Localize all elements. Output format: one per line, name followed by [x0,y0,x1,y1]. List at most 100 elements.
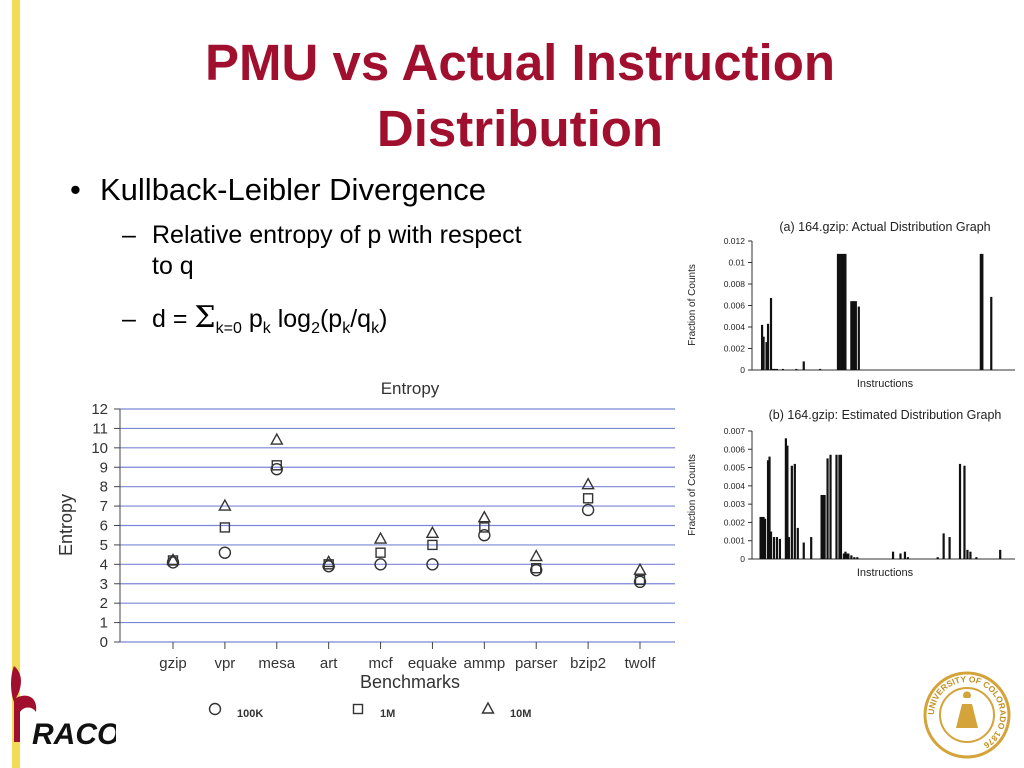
entropy-point-10M [529,549,543,562]
dist-a-bar [760,324,764,370]
dist-a-bar [819,368,822,370]
entropy-point-10M [321,554,336,568]
dist-b-y-tick-label: 0.004 [724,481,746,491]
entropy-point-100K [478,529,491,542]
entropy-x-tick-label: mcf [368,655,393,672]
dist-b-bar [772,537,776,559]
entropy-point-1M [219,522,231,533]
entropy-y-tick-label: 7 [100,498,108,515]
dist-b-y-tick-label: 0.005 [724,463,746,473]
dist-a-x-axis-label: Instructions [857,378,914,390]
dist-a-y-tick-label: 0.008 [724,279,746,289]
sub-bullet-formula: – d = Σk=0 pk log2(pk/qk) [122,302,387,344]
dist-b-bar [796,527,799,559]
dist-b-y-tick-label: 0.001 [724,536,746,546]
dist-a-bar [990,296,993,370]
entropy-y-tick-label: 3 [100,576,108,593]
dist-b-bar [826,458,829,559]
sub-bullet-relative-entropy: – Relative entropy of p with respect to q [122,220,522,282]
entropy-point-100K [426,558,439,571]
dist-a-bar [771,368,774,370]
formula-sigma: Σ [194,300,216,335]
bullet-dot: • [70,172,81,207]
dist-b-bar [778,538,782,559]
entropy-point-1M [427,539,438,551]
formula-slash: /q [350,305,372,333]
dist-b-bar [793,463,796,559]
dist-b-y-tick-label: 0.003 [724,499,746,509]
dist-b-bar [891,551,895,559]
formula-sub-k2: k [342,320,351,337]
dist-a-bar [854,301,857,370]
dragon-icon [11,666,37,742]
dist-a-bar [981,253,984,370]
entropy-point-10M [581,477,595,490]
dist-a-bar [802,361,805,370]
entropy-point-1M [582,493,594,504]
dist-b-bar [999,549,1002,559]
dist-b-bar [787,537,790,559]
entropy-point-100K [633,575,647,589]
formula-p: p [248,305,263,333]
dist-b-x-axis-label: Instructions [857,567,914,579]
bullet-kl-divergence: • Kullback-Leibler Divergence [70,172,486,208]
entropy-y-tick-label: 1 [100,615,108,632]
entropy-y-tick-label: 10 [91,440,108,457]
dist-a-bar [841,253,844,370]
dist-b-bar [786,445,789,559]
entropy-point-10M [373,531,388,544]
dist-a-y-tick-label: 0.006 [724,301,746,311]
entropy-point-1M [479,522,490,533]
dist-a-bar [857,306,860,370]
dist-a-y-tick-label: 0.01 [728,258,745,268]
side-accent-bar [12,0,20,768]
sub-bullet-dash: – [122,305,136,333]
entropy-point-1M [375,547,386,558]
legend-marker-10M [481,701,495,714]
dist-a-bar [772,368,776,370]
entropy-point-10M [425,525,440,538]
dist-a-y-tick-label: 0.002 [724,344,746,354]
dist-a-bar [844,253,847,370]
dist-a-bar [979,253,982,370]
entropy-point-100K [374,558,387,571]
dist-b-bar [969,551,972,559]
dist-b-bar [823,495,826,559]
dist-b-bar [842,553,846,559]
dist-b-bar [948,537,951,559]
entropy-y-tick-label: 4 [100,556,108,573]
formula-close: ) [379,305,388,333]
entropy-x-tick-label: twolf [625,655,657,672]
dist-b-y-tick-label: 0.007 [724,426,746,436]
entropy-y-tick-label: 11 [92,420,108,437]
dist-b-bar [763,518,767,559]
dist-a-bar [853,301,856,370]
entropy-point-100K [530,563,543,577]
entropy-point-1M [271,460,282,471]
dist-a-bar [795,368,798,370]
dist-a-bar [836,253,840,370]
entropy-x-tick-label: parser [515,655,558,672]
dist-a-bar [781,368,785,370]
legend-label-100K: 100K [237,708,263,720]
dist-a-y-axis-label: Fraction of Counts [687,264,698,346]
dist-a-bar [766,323,770,370]
dist-b-bar [821,495,825,559]
bullet-text: Kullback-Leibler Divergence [100,172,486,207]
dist-b-bar [903,551,907,559]
dist-a-bar [842,253,846,370]
dist-b-bar [958,463,962,559]
legend-label-10M: 10M [510,708,531,720]
entropy-point-10M [218,498,232,511]
dist-b-bar [899,553,902,559]
formula-open: (p [319,305,343,333]
entropy-y-axis-label: Entropy [56,494,76,556]
dist-b-y-tick-label: 0.006 [724,444,746,454]
dist-b-bar [820,495,823,559]
title-line-1: PMU vs Actual Instruction [204,34,836,91]
dist-b-y-tick-label: 0 [740,554,745,564]
dist-a-y-tick-label: 0.004 [724,322,746,332]
formula-sub-k3: k [371,320,380,337]
dist-a-y-tick-label: 0 [740,365,745,375]
dist-b-y-tick-label: 0.002 [724,517,746,527]
